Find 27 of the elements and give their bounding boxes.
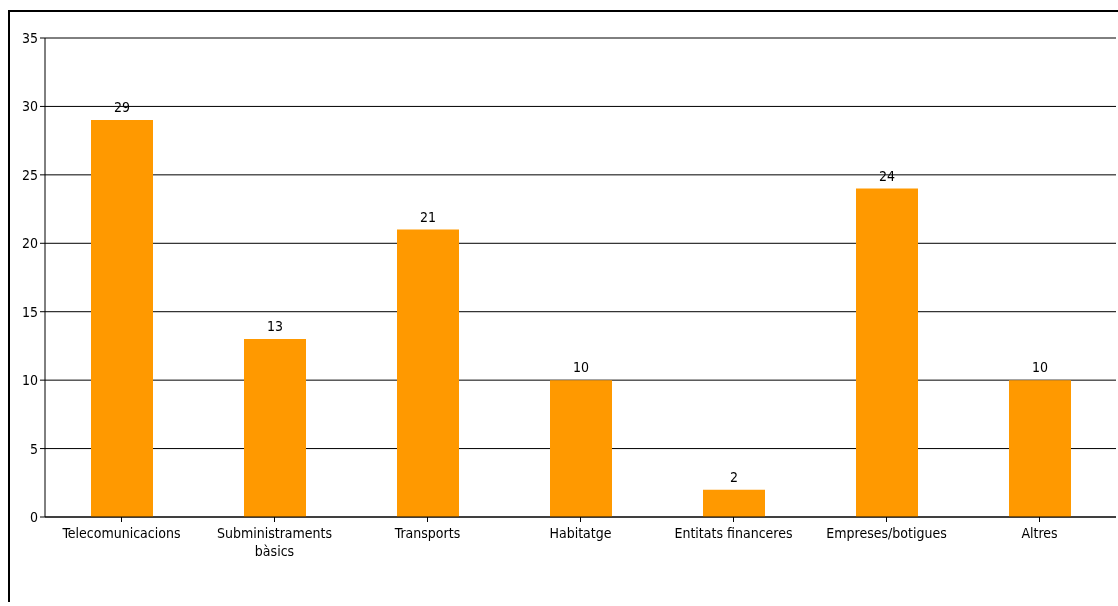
x-tick-label: Altres: [1021, 525, 1058, 541]
x-tick-label: Habitatge: [549, 525, 612, 541]
bar: [856, 188, 918, 517]
data-label: 21: [419, 208, 437, 225]
y-tick-label: 35: [21, 29, 38, 46]
y-tick-label: 10: [21, 372, 38, 389]
y-tick-label: 20: [21, 235, 38, 252]
bar: [550, 380, 612, 517]
data-label: 2: [729, 468, 739, 485]
bar: [397, 229, 459, 517]
bar: [1009, 380, 1071, 517]
bar: [91, 120, 153, 517]
bar: [703, 489, 765, 517]
y-tick-label: 25: [21, 166, 38, 183]
y-tick-label: 30: [21, 98, 38, 115]
y-tick-label: 0: [29, 508, 38, 525]
x-tick-label: Subministraments bàsics: [216, 525, 333, 559]
data-label: 13: [266, 318, 284, 335]
x-tick-label: Entitats financeres: [674, 525, 793, 541]
y-tick-label: 15: [21, 303, 38, 320]
y-tick-label: 5: [29, 440, 38, 457]
x-tick-label: Transports: [393, 525, 461, 541]
bar: [244, 339, 306, 517]
x-tick-label: Empreses/botigues: [826, 525, 947, 541]
data-label: 10: [572, 359, 590, 376]
data-label: 10: [1031, 359, 1049, 376]
x-tick-label: Telecomunicacions: [61, 525, 181, 541]
